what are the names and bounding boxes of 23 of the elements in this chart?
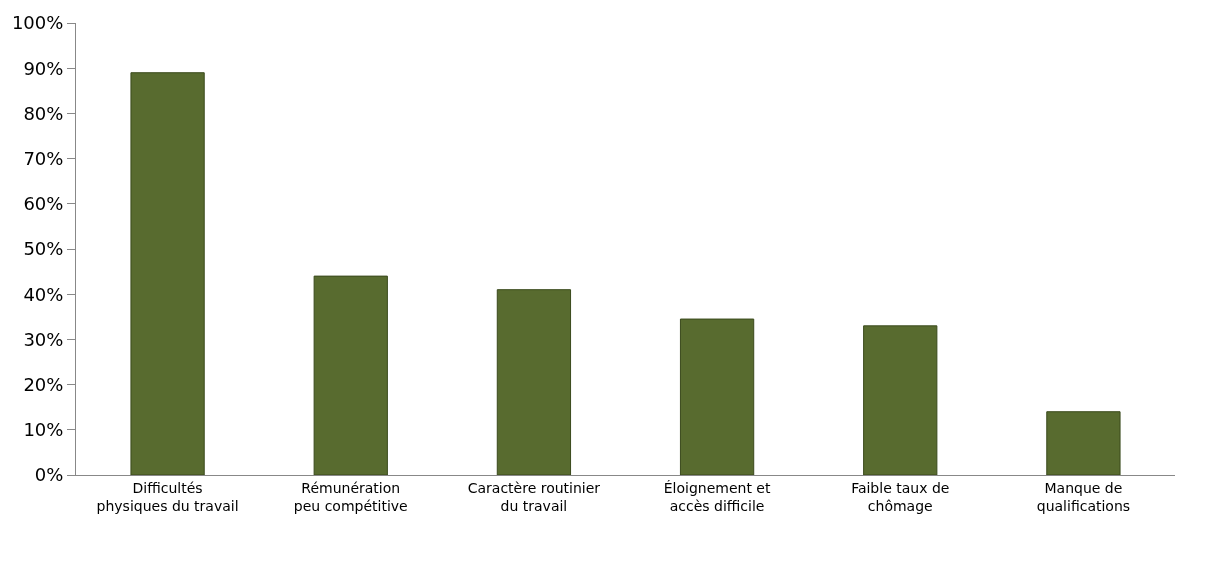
y-tick-label: 20% <box>23 373 64 395</box>
x-tick-label: Rémunération peu compétitive <box>293 479 408 514</box>
y-tick-label: 30% <box>23 328 64 350</box>
x-tick-label: Manque de qualifications <box>1036 479 1131 514</box>
x-tick-label: Faible taux de chômage <box>851 479 950 514</box>
y-tick-label: 70% <box>23 147 64 169</box>
bar <box>313 275 388 475</box>
x-tick-label: Éloignement et accès difficile <box>663 479 771 514</box>
y-tick-label: 80% <box>23 102 64 124</box>
y-tick-label: 100% <box>11 12 64 34</box>
y-tick-label: 40% <box>23 283 64 305</box>
y-tick-label: 10% <box>23 419 64 441</box>
y-tick-label: 0% <box>34 464 64 486</box>
x-tick-label: Difficultés physiques du travail <box>96 479 239 514</box>
y-tick-label: 60% <box>23 193 64 215</box>
bar <box>863 325 938 475</box>
y-tick-label: 90% <box>23 57 64 79</box>
x-tick-label: Caractère routinier du travail <box>467 479 601 514</box>
bar <box>679 318 755 475</box>
bar <box>1046 411 1121 475</box>
bar <box>130 72 205 475</box>
bar <box>496 289 572 475</box>
y-tick-label: 50% <box>23 238 64 260</box>
